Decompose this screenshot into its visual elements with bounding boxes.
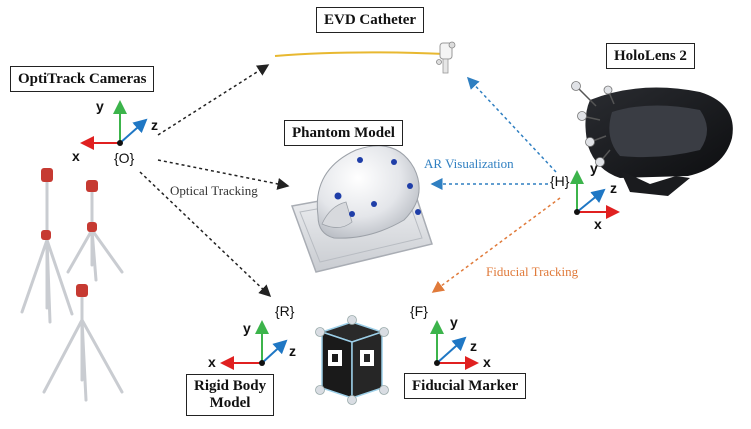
- hololens-label: HoloLens 2: [606, 43, 695, 69]
- frame-f-label: {F}: [410, 303, 428, 319]
- frame-f-z-letter: z: [470, 338, 477, 354]
- frame-f-y-letter: y: [450, 314, 458, 330]
- rigid-body-model-label: Rigid Body Model: [186, 374, 275, 416]
- fiducial-tracking-annotation: Fiducial Tracking: [486, 264, 579, 279]
- frame-r-y-letter: y: [243, 320, 251, 336]
- hololens-headset-image: [571, 81, 733, 196]
- rigid-body-label-line2: Model: [209, 395, 251, 411]
- frame-o-y-letter: y: [96, 98, 104, 114]
- frame-h-y-letter: y: [590, 160, 598, 176]
- frame-h-label: {H}: [550, 173, 570, 189]
- frame-f-axes: [430, 320, 479, 370]
- frame-o-axes: [80, 100, 148, 150]
- phantom-model-label: Phantom Model: [284, 120, 403, 146]
- frame-o-x-letter: x: [72, 148, 80, 164]
- frame-h-z-letter: z: [610, 180, 617, 196]
- frame-o-z-letter: z: [151, 117, 158, 133]
- frame-r-z-letter: z: [289, 343, 296, 359]
- frame-r-label: {R}: [275, 303, 295, 319]
- frame-r-x-letter: x: [208, 354, 216, 370]
- rigid-body-label-line1: Rigid Body: [194, 378, 267, 394]
- optitrack-cameras-label: OptiTrack Cameras: [10, 66, 155, 92]
- arrow-hololens-to-fiducial: [431, 197, 561, 293]
- fiducial-marker-cube-image: [284, 315, 389, 405]
- frame-o-label: {O}: [114, 150, 135, 166]
- ar-visualization-annotation: AR Visualization: [424, 156, 514, 171]
- frame-f-x-letter: x: [483, 354, 491, 370]
- phantom-model-image: [290, 145, 433, 273]
- optitrack-camera-heads: [41, 168, 98, 297]
- arrow-optitrack-to-catheter: [157, 64, 270, 136]
- frame-h-axes: [570, 170, 620, 219]
- optical-tracking-annotation: Optical Tracking: [170, 183, 258, 198]
- fiducial-marker-label: Fiducial Marker: [404, 373, 527, 399]
- frame-h-x-letter: x: [594, 216, 602, 232]
- arrow-optitrack-to-phantom: [157, 159, 290, 190]
- optitrack-tripods: [20, 178, 124, 402]
- frame-r-axes: [220, 320, 288, 370]
- evd-catheter-label: EVD Catheter: [316, 7, 425, 33]
- evd-catheter-image: [274, 41, 456, 74]
